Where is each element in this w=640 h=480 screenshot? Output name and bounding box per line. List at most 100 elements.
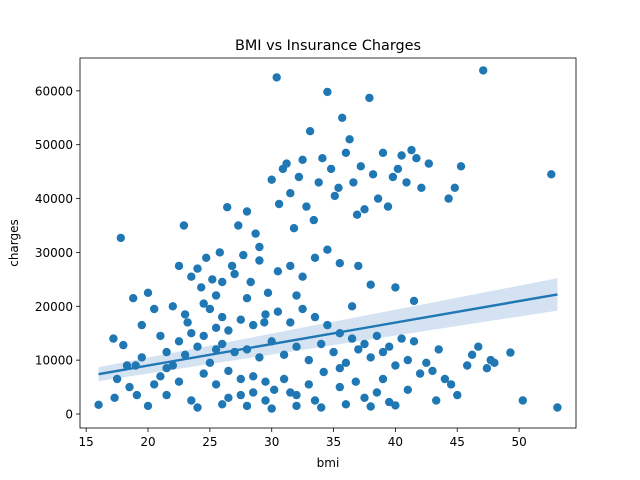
scatter-point [349, 178, 358, 187]
scatter-point [323, 245, 332, 254]
scatter-point [329, 347, 338, 357]
scatter-point [263, 288, 273, 297]
scatter-point [119, 340, 128, 350]
scatter-point [378, 347, 388, 357]
scatter-point [143, 401, 153, 411]
scatter-point [341, 358, 351, 367]
scatter-point [424, 159, 433, 168]
scatter-point [407, 145, 416, 155]
scatter-point [193, 264, 202, 273]
scatter-point [304, 355, 313, 365]
scatter-point [273, 267, 283, 276]
scatter-point [305, 127, 315, 136]
scatter-point [174, 261, 184, 271]
regression-line-layer [98, 293, 558, 376]
scatter-point [187, 396, 196, 405]
scatter-point [249, 320, 258, 330]
scatter-point [249, 372, 258, 381]
scatter-point [356, 162, 365, 171]
scatter-point [326, 164, 336, 174]
scatter-point [174, 337, 184, 346]
scatter-point [282, 159, 291, 168]
scatter-point [132, 390, 142, 400]
scatter-point [122, 361, 132, 370]
scatter-point [109, 334, 118, 343]
scatter-point [193, 342, 202, 351]
scatter-point [366, 402, 375, 411]
scatter-point [319, 367, 328, 377]
scatter-point [490, 358, 499, 367]
scatter-point [249, 388, 258, 397]
scatter-point [323, 87, 332, 97]
scatter-point [388, 172, 398, 182]
x-tick-label: 50 [511, 435, 526, 449]
scatter-point [205, 304, 215, 314]
x-tick-label: 30 [264, 435, 279, 449]
scatter-point [125, 382, 134, 392]
scatter-point [223, 203, 232, 212]
scatter-point [393, 164, 403, 174]
scatter-point [286, 189, 295, 198]
scatter-point [335, 259, 344, 268]
y-tick-label: 60000 [35, 84, 73, 98]
scatter-point [156, 372, 165, 381]
scatter-point [261, 377, 270, 386]
scatter-point [360, 339, 369, 349]
x-axis-ticks: 15 20 25 30 35 40 45 50 [79, 428, 527, 449]
scatter-point [323, 320, 332, 330]
scatter-point [150, 304, 159, 314]
scatter-point [156, 331, 165, 341]
scatter-point [211, 323, 221, 332]
scatter-point [506, 348, 515, 357]
scatter-point [294, 172, 304, 182]
scatter-point [251, 229, 260, 238]
scatter-point [366, 280, 375, 289]
scatter-point [218, 312, 227, 322]
scatter-point [197, 283, 206, 292]
y-tick-label: 0 [65, 407, 73, 421]
scatter-point [150, 380, 159, 389]
scatter-point [378, 148, 388, 157]
scatter-point [202, 253, 211, 262]
scatter-point [279, 374, 289, 384]
scatter-point [345, 135, 354, 144]
scatter-point [428, 366, 437, 376]
scatter-point [261, 396, 270, 405]
scatter-point [391, 283, 400, 292]
x-tick-label: 20 [140, 435, 155, 449]
scatter-point [432, 396, 441, 405]
scatter-point [422, 358, 431, 367]
scatter-point [383, 202, 393, 211]
scatter-point [211, 345, 221, 354]
plot-area [79, 57, 577, 429]
scatter-point [272, 73, 281, 82]
scatter-point [298, 272, 307, 281]
scatter-point [335, 364, 344, 373]
scatter-point [385, 342, 394, 351]
regression-line [98, 293, 558, 376]
scatter-point [318, 154, 327, 163]
scatter-point [218, 400, 227, 409]
scatter-point [360, 393, 369, 402]
x-tick-label: 45 [450, 435, 465, 449]
scatter-point [180, 310, 190, 319]
scatter-point [239, 250, 248, 260]
scatter-point [242, 207, 252, 216]
scatter-point [137, 353, 146, 362]
y-tick-label: 40000 [35, 192, 73, 206]
scatter-point [211, 291, 221, 300]
scatter-point [304, 380, 313, 389]
scatter-point [354, 345, 363, 354]
scatter-point [482, 364, 492, 373]
scatter-point [453, 390, 462, 400]
scatter-point [137, 320, 146, 330]
scatter-point [341, 400, 351, 409]
scatter-point [347, 302, 357, 311]
scatter-point [230, 269, 239, 279]
scatter-point [338, 113, 347, 123]
y-tick-label: 20000 [35, 300, 73, 314]
x-tick-label: 25 [202, 435, 217, 449]
scatter-point [218, 277, 227, 287]
scatter-point [242, 294, 252, 303]
scatter-point [208, 275, 217, 284]
